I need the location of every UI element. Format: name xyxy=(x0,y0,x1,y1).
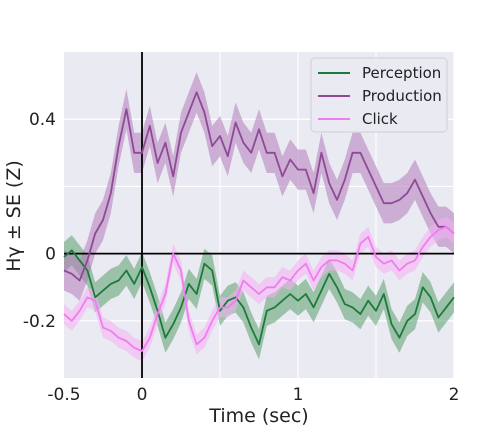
click-line xyxy=(63,225,455,353)
x-tick-label: -0.5 xyxy=(47,385,80,405)
reference-lines xyxy=(64,52,454,378)
x-tick-label: 2 xyxy=(449,385,460,405)
series-line-layer xyxy=(63,91,455,353)
x-axis-label: Time (sec) xyxy=(208,405,308,427)
x-tick-label: 0 xyxy=(137,385,148,405)
legend: Perception Production Click xyxy=(310,57,448,133)
y-tick-label: 0 xyxy=(45,245,56,265)
x-tick-label: 1 xyxy=(293,385,304,405)
y-axis-label: Hγ ± SE (Z) xyxy=(3,160,25,271)
legend-box xyxy=(310,57,448,133)
legend-label-production: Production xyxy=(362,87,442,105)
production-line xyxy=(63,91,455,282)
legend-label-click: Click xyxy=(362,110,398,128)
y-tick-labels: -0.2 0 0.4 xyxy=(23,110,56,332)
y-tick-label: 0.4 xyxy=(29,110,56,130)
perception-se-band xyxy=(64,235,454,360)
x-tick-labels: -0.5 0 1 2 xyxy=(47,385,459,405)
perception-line xyxy=(63,249,455,346)
legend-label-perception: Perception xyxy=(362,64,441,82)
y-tick-label: -0.2 xyxy=(23,312,56,332)
